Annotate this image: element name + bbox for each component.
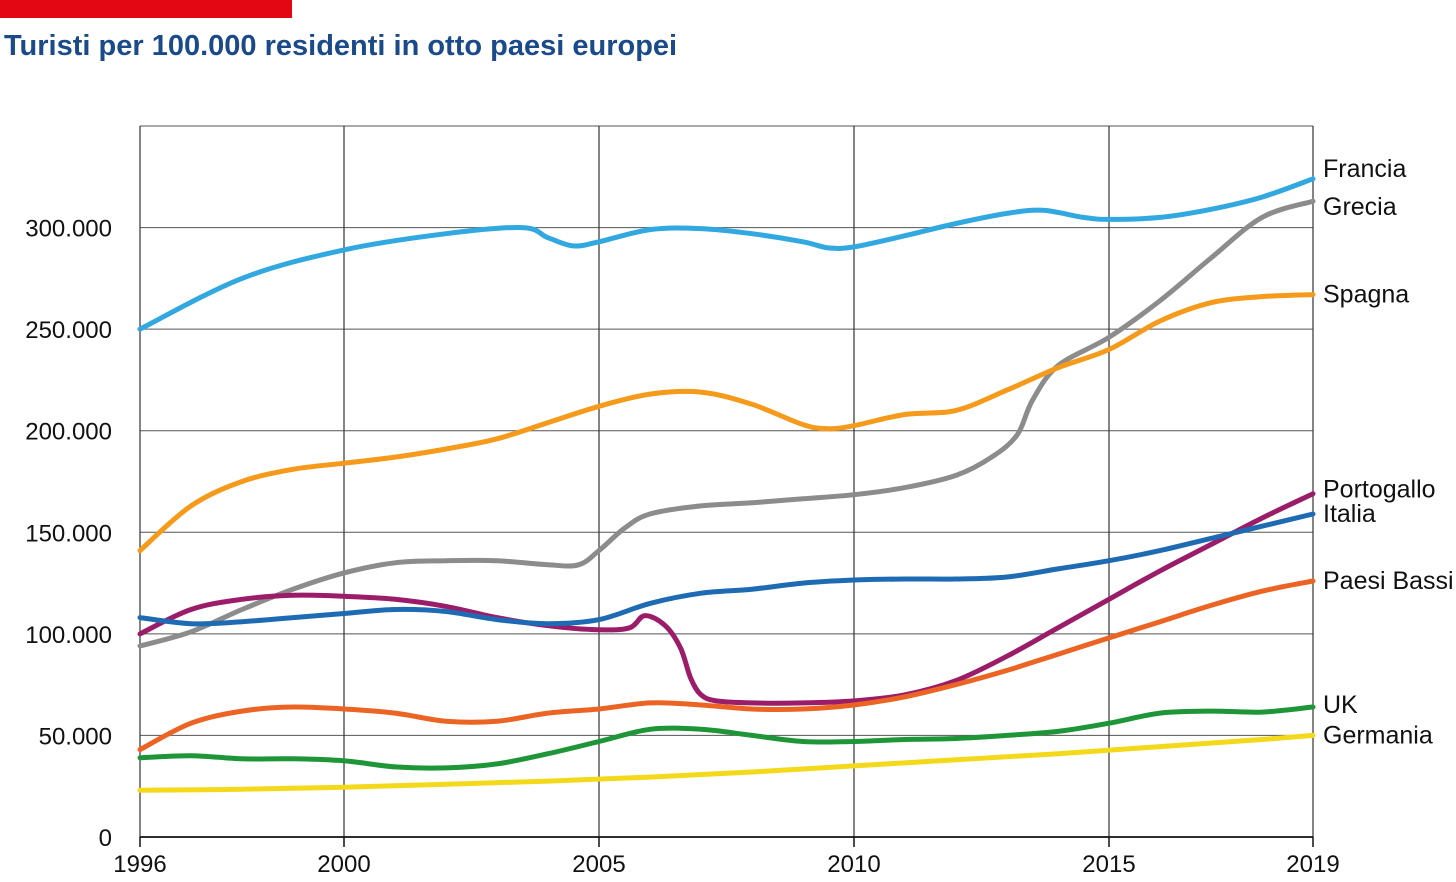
- series-line-paesi-bassi: [137, 578, 1316, 753]
- series-label-portogallo: Portogallo: [1323, 476, 1436, 504]
- y-tick-label: 50.000: [39, 723, 112, 750]
- series-line-italia: [137, 511, 1316, 627]
- y-tick-label: 100.000: [25, 622, 112, 649]
- axes: 0 50.000 100.000 150.000 200.000 250.000 300.0…: [25, 216, 1339, 878]
- chart-title: Turisti per 100.000 residenti in otto pa…: [4, 30, 678, 62]
- series-line-portogallo: [137, 491, 1316, 706]
- series-line-germania: [137, 732, 1316, 793]
- series-label-uk: UK: [1323, 691, 1358, 719]
- y-tick-label: 300.000: [25, 216, 112, 243]
- y-tick-label: 200.000: [25, 419, 112, 446]
- x-tick-label: 2010: [827, 851, 880, 878]
- series-label-francia: Francia: [1323, 155, 1406, 183]
- series-label-italia: Italia: [1323, 500, 1376, 528]
- x-tick-label: 2000: [317, 851, 370, 878]
- y-tick-label: 0: [99, 825, 112, 852]
- x-tick-label: 2015: [1082, 851, 1135, 878]
- series-line-uk: [137, 704, 1316, 771]
- x-tick-label: 1996: [113, 851, 166, 878]
- x-tick-label: 2019: [1286, 851, 1339, 878]
- series-label-grecia: Grecia: [1323, 193, 1397, 221]
- grid: [139, 125, 1314, 837]
- accent-bar: [0, 0, 292, 18]
- y-tick-label: 150.000: [25, 520, 112, 547]
- y-tick-label: 250.000: [25, 317, 112, 344]
- series-lines: [137, 176, 1316, 793]
- series-label-paesi-bassi: Paesi Bassi: [1323, 567, 1454, 595]
- series-line-spagna: [137, 292, 1316, 554]
- series-line-francia: [137, 176, 1316, 332]
- series-line-grecia: [137, 198, 1316, 649]
- x-tick-label: 2005: [572, 851, 625, 878]
- series-label-germania: Germania: [1323, 721, 1433, 749]
- series-label-spagna: Spagna: [1323, 281, 1409, 309]
